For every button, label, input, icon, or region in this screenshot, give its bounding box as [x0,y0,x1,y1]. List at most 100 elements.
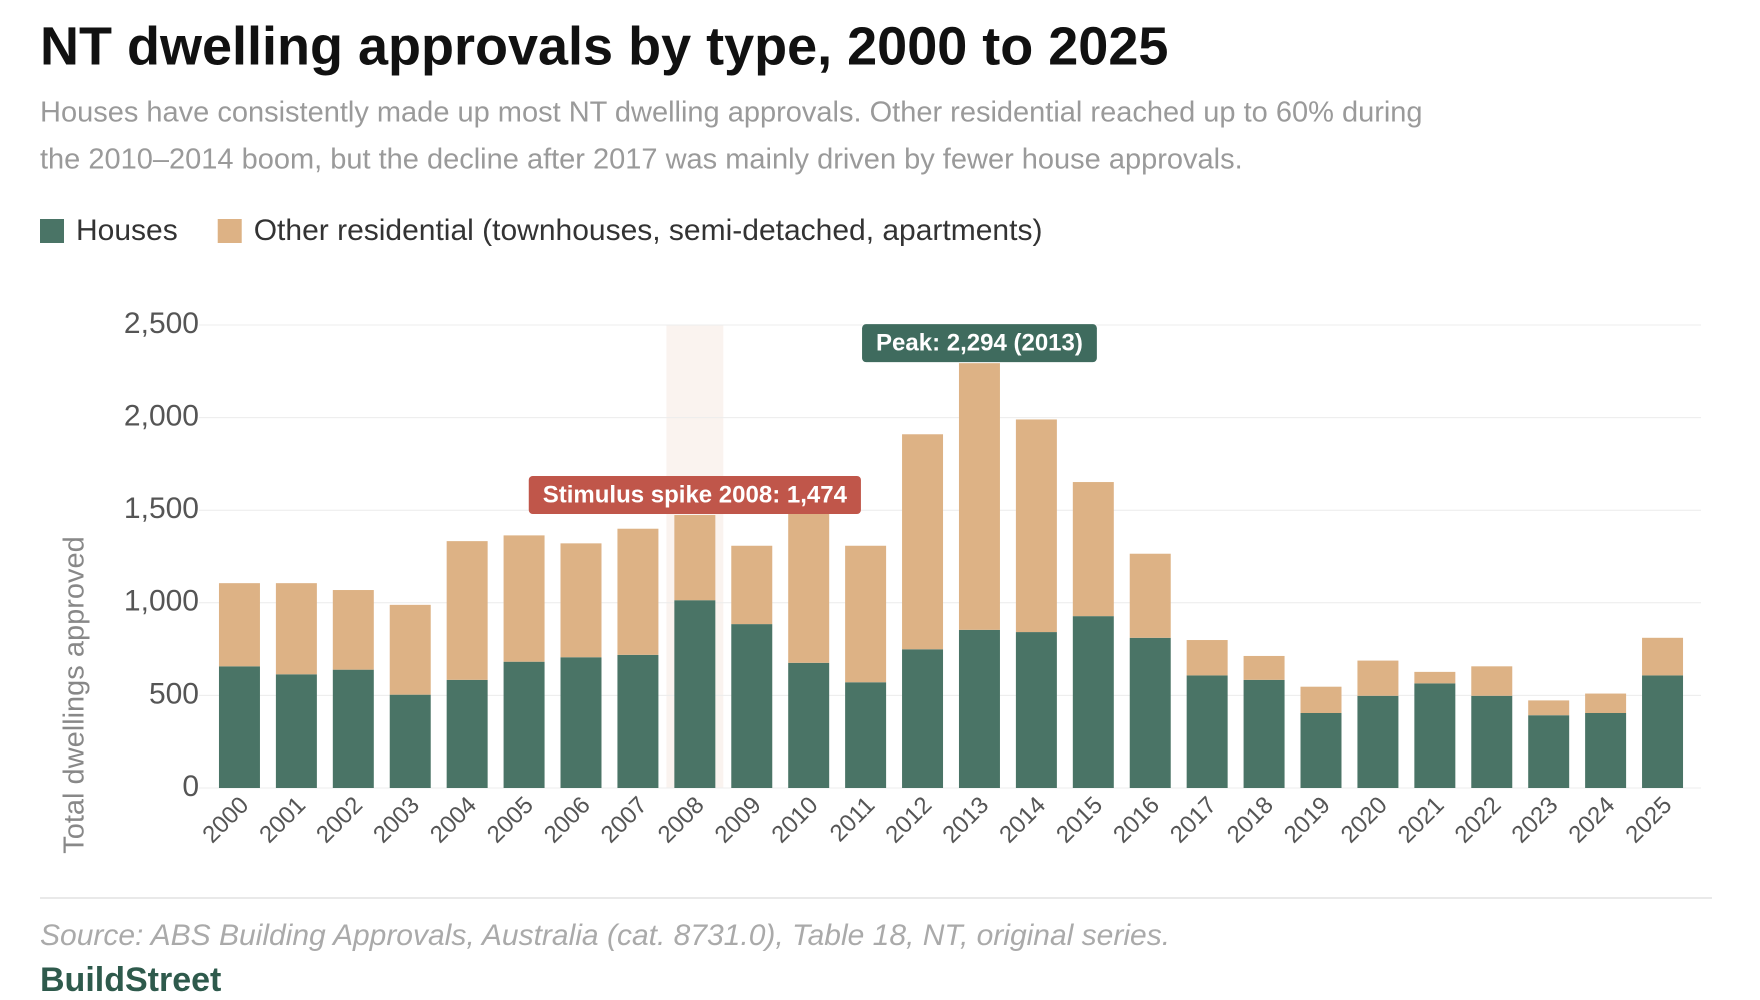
bar-segment [389,604,431,695]
bar-segment [1300,686,1342,713]
y-tick-label: 0 [182,770,199,803]
bar-segment [1528,700,1570,716]
x-tick-label: 2003 [368,792,425,849]
bar-segment [958,629,1000,788]
bar-segment [1186,675,1228,788]
legend-label: Other residential (townhouses, semi-deta… [254,214,1043,247]
legend-swatch [40,219,64,243]
bar-segment [845,545,887,683]
y-tick-label: 1,500 [124,492,199,525]
bar-segment [674,515,716,601]
bar-segment [1585,712,1627,788]
brand: BuildStreet [40,961,221,999]
annotation: Stimulus spike 2008: 1,474 [528,476,861,515]
annotation-label: Stimulus spike 2008: 1,474 [543,481,848,508]
x-tick-label: 2025 [1620,792,1677,849]
x-tick-label: 2021 [1393,792,1450,849]
legend-swatch [217,219,242,243]
bar-segment [560,543,602,658]
bar-segment [1471,666,1513,696]
x-tick-label: 2005 [482,792,539,849]
bar-segment [1072,616,1114,788]
x-tick-label: 2020 [1336,792,1393,849]
x-tick-label: 2017 [1165,792,1222,849]
bar-segment [617,528,659,655]
bar-segment [1357,660,1399,696]
x-tick-label: 2004 [425,792,482,849]
y-axis-title: Total dwellings approved [59,536,91,854]
y-tick-label: 500 [149,677,199,710]
y-tick-label: 1,000 [124,585,199,618]
bar-segment [1357,695,1399,788]
x-tick-label: 2012 [880,792,937,849]
bar-segment [1015,419,1057,633]
bar-segment [902,434,944,650]
x-tick-label: 2014 [994,792,1051,849]
x-tick-label: 2019 [1279,792,1336,849]
bar-segment [332,590,374,670]
bar-segment [674,600,716,788]
bar-segment [1129,637,1171,788]
bar-segment [731,545,773,625]
bar-segment [560,657,602,788]
x-tick-label: 2000 [197,792,254,849]
annotation-box [862,324,1097,363]
source: Source: ABS Building Approvals, Australi… [40,919,1170,952]
bar-segment [446,679,488,788]
y-tick-label: 2,500 [124,307,199,340]
x-tick-label: 2024 [1563,792,1620,849]
annotation-box [528,476,861,515]
bar-segment [275,583,317,675]
x-tick-label: 2009 [710,792,767,849]
bar-segment [1300,712,1342,788]
legend-label: Houses [76,214,178,247]
bar-segment [503,661,545,788]
subtitle: Houses have consistently made up most NT… [40,97,1423,129]
bar-segment [788,662,830,788]
bar-segment [617,654,659,788]
bar-segment [218,666,260,788]
x-tick-label: 2008 [653,792,710,849]
subtitle: the 2010–2014 boom, but the decline afte… [40,144,1243,176]
bar-segment [503,535,545,662]
y-tick-label: 2,000 [124,400,199,433]
bar-segment [389,694,431,788]
bar-segment [446,541,488,680]
x-tick-label: 2011 [825,792,881,848]
bar-segment [1471,695,1513,788]
x-tick-label: 2002 [311,792,368,849]
bar-segment [902,649,944,788]
x-tick-label: 2015 [1051,792,1108,849]
bar-segment [1186,640,1228,676]
x-tick-label: 2007 [596,792,653,849]
bar-segment [958,363,1000,630]
bar-segment [218,583,260,667]
x-tick-label: 2018 [1222,792,1279,849]
bar-segment [845,682,887,788]
bar-segment [1129,553,1171,638]
x-tick-label: 2001 [254,792,311,849]
bar-segment [332,669,374,788]
bar-segment [1642,637,1684,676]
bar-segment [1585,693,1627,713]
bar-segment [1243,679,1285,788]
bar-segment [1243,655,1285,680]
x-tick-label: 2010 [767,792,824,849]
bar-segment [1015,632,1057,788]
x-tick-label: 2022 [1450,792,1507,849]
annotation-label: Peak: 2,294 (2013) [876,329,1083,356]
x-tick-label: 2023 [1507,792,1564,849]
x-tick-label: 2016 [1108,792,1165,849]
bar-segment [1528,715,1570,788]
x-tick-label: 2006 [539,792,596,849]
annotation: Peak: 2,294 (2013) [862,324,1097,363]
bar-segment [1642,675,1684,788]
bar-segment [788,484,830,663]
bar-segment [275,674,317,788]
chart-title: NT dwelling approvals by type, 2000 to 2… [40,16,1168,76]
bar-segment [1414,671,1456,684]
bar-segment [731,624,773,788]
bar-segment [1072,482,1114,617]
bar-segment [1414,683,1456,788]
